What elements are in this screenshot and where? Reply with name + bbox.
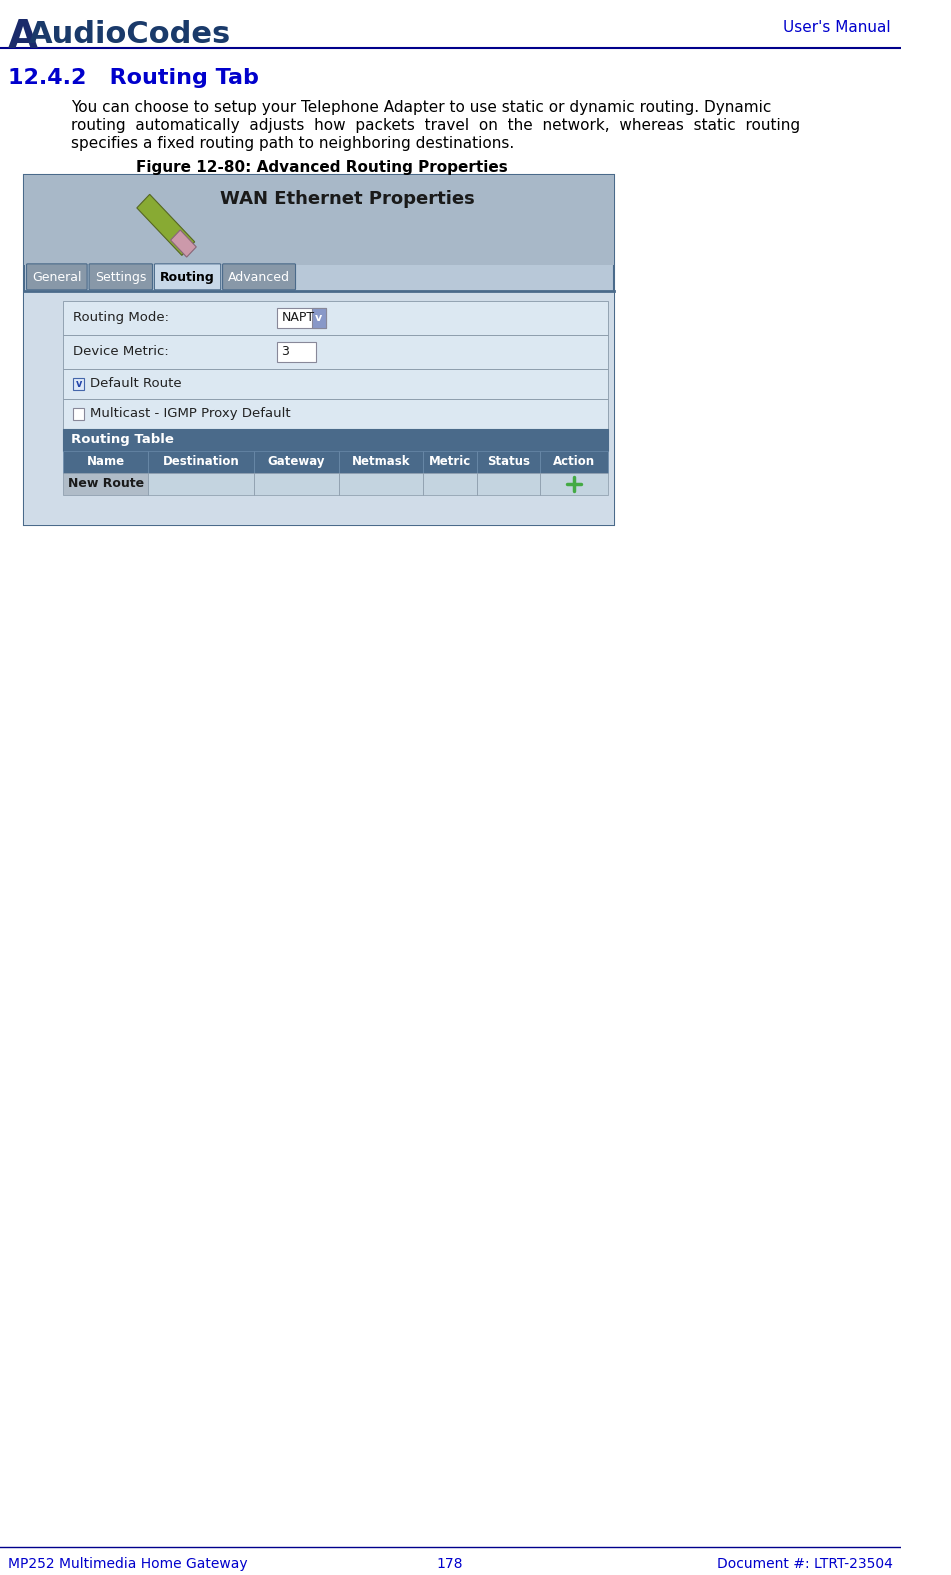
Bar (540, 450, 608, 472)
Text: Multicast - IGMP Proxy Default: Multicast - IGMP Proxy Default (90, 408, 291, 421)
Bar (24, 175, 613, 265)
FancyBboxPatch shape (27, 265, 87, 290)
Text: General: General (32, 271, 82, 285)
Text: 12.4.2   Routing Tab: 12.4.2 Routing Tab (8, 68, 259, 88)
Text: Settings: Settings (95, 271, 146, 285)
Text: v: v (315, 313, 321, 323)
Bar (64, 398, 608, 428)
Text: Device Metric:: Device Metric: (73, 345, 168, 358)
Bar (477, 450, 540, 472)
Text: Routing Mode:: Routing Mode: (73, 312, 169, 324)
Text: Routing: Routing (160, 271, 215, 285)
Bar (64, 472, 147, 495)
Bar (540, 472, 608, 495)
Bar (73, 408, 85, 421)
Bar (312, 307, 326, 328)
Bar (277, 342, 317, 362)
Bar (24, 291, 613, 524)
Text: User's Manual: User's Manual (783, 20, 890, 35)
FancyBboxPatch shape (89, 265, 152, 290)
Bar (423, 450, 477, 472)
Text: Default Route: Default Route (90, 378, 182, 391)
Text: 3: 3 (281, 345, 289, 358)
Text: 178: 178 (437, 1558, 463, 1572)
Text: Name: Name (87, 455, 125, 468)
Bar (339, 472, 423, 495)
Bar (147, 450, 254, 472)
Bar (339, 450, 423, 472)
Bar (254, 450, 339, 472)
Text: v: v (75, 378, 82, 389)
Bar (147, 472, 254, 495)
Text: AudioCodes: AudioCodes (29, 20, 231, 49)
Text: A: A (8, 17, 38, 57)
Text: Figure 12-80: Advanced Routing Properties: Figure 12-80: Advanced Routing Propertie… (136, 161, 508, 175)
Bar (73, 378, 85, 389)
Text: Destination: Destination (163, 455, 240, 468)
Text: Advanced: Advanced (228, 271, 290, 285)
Text: MP252 Multimedia Home Gateway: MP252 Multimedia Home Gateway (8, 1558, 247, 1572)
FancyBboxPatch shape (154, 265, 221, 290)
Bar (423, 472, 477, 495)
Bar (254, 472, 339, 495)
Text: WAN Ethernet Properties: WAN Ethernet Properties (220, 191, 475, 208)
FancyBboxPatch shape (223, 265, 296, 290)
Polygon shape (170, 230, 196, 257)
Bar (277, 307, 326, 328)
Text: specifies a fixed routing path to neighboring destinations.: specifies a fixed routing path to neighb… (71, 135, 514, 151)
Text: Gateway: Gateway (267, 455, 325, 468)
Bar (64, 369, 608, 398)
Text: Routing Table: Routing Table (71, 433, 174, 446)
Text: Metric: Metric (429, 455, 472, 468)
Text: You can choose to setup your Telephone Adapter to use static or dynamic routing.: You can choose to setup your Telephone A… (71, 99, 771, 115)
Text: Status: Status (487, 455, 531, 468)
Bar (24, 175, 613, 524)
Text: routing  automatically  adjusts  how  packets  travel  on  the  network,  wherea: routing automatically adjusts how packet… (71, 118, 800, 132)
Text: New Route: New Route (68, 477, 144, 490)
Text: Document #: LTRT-23504: Document #: LTRT-23504 (717, 1558, 893, 1572)
Bar (64, 428, 608, 450)
Bar (64, 301, 608, 335)
Text: NAPT: NAPT (281, 312, 315, 324)
Polygon shape (137, 194, 195, 255)
Bar (64, 450, 147, 472)
Bar (477, 472, 540, 495)
Bar (64, 335, 608, 369)
Text: Action: Action (553, 455, 595, 468)
Text: Netmask: Netmask (352, 455, 410, 468)
